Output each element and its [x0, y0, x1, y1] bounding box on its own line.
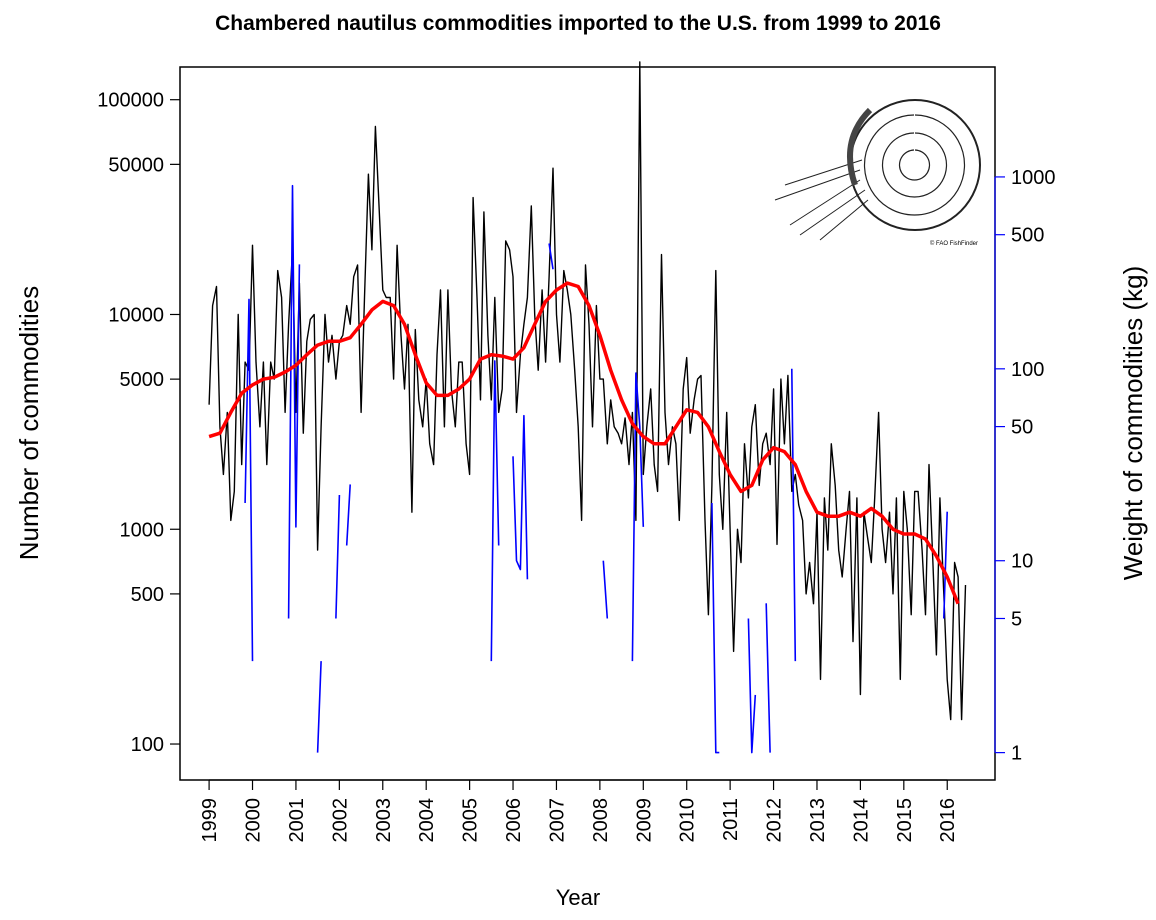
x-tick-label: 2004	[416, 798, 438, 843]
x-tick-label: 2009	[633, 798, 655, 843]
y-axis-label: Number of commodities	[14, 286, 44, 561]
image-credit: © FAO FishFinder	[930, 240, 978, 247]
y2-tick-label: 5	[1011, 608, 1022, 630]
x-tick-label: 2003	[373, 798, 395, 843]
x-tick-label: 2010	[677, 798, 699, 843]
x-tick-label: 1999	[199, 798, 221, 843]
y2-tick-label: 100	[1011, 359, 1044, 381]
x-tick-label: 2006	[503, 798, 525, 843]
y2-tick-label: 50	[1011, 417, 1033, 439]
x-tick-label: 2014	[850, 798, 872, 843]
y-tick-label: 100	[131, 734, 164, 756]
chart-title: Chambered nautilus commodities imported …	[215, 12, 941, 35]
x-tick-label: 2005	[460, 798, 482, 843]
x-tick-label: 2001	[286, 798, 308, 843]
x-tick-label: 2012	[764, 798, 786, 843]
x-tick-label: 2015	[894, 798, 916, 843]
y-tick-label: 5000	[120, 369, 165, 391]
x-tick-label: 2000	[243, 798, 265, 843]
x-tick-label: 2013	[807, 798, 829, 843]
x-tick-label: 2016	[937, 798, 959, 843]
x-tick-label: 2002	[329, 798, 351, 843]
y-tick-label: 1000	[120, 519, 165, 541]
y2-tick-label: 1	[1011, 743, 1022, 765]
x-axis-label: Year	[556, 885, 600, 910]
y2-axis-label: Weight of commodities (kg)	[1118, 266, 1148, 581]
chart: Chambered nautilus commodities imported …	[0, 0, 1156, 915]
y2-tick-label: 10	[1011, 551, 1033, 573]
y2-tick-label: 500	[1011, 225, 1044, 247]
y-tick-label: 100000	[97, 90, 164, 112]
x-tick-label: 2011	[720, 798, 742, 841]
y2-tick-label: 1000	[1011, 167, 1056, 189]
y-tick-label: 500	[131, 584, 164, 606]
x-tick-label: 2008	[590, 798, 612, 843]
y-tick-label: 50000	[108, 154, 164, 176]
x-tick-label: 2007	[546, 798, 568, 843]
background	[0, 0, 1156, 915]
y-tick-label: 10000	[108, 304, 164, 326]
